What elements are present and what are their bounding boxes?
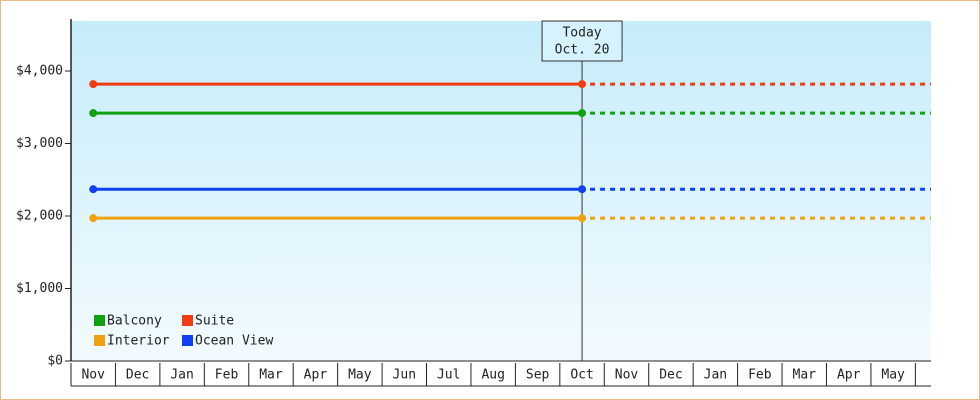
y-tick-label: $0: [47, 354, 63, 369]
series-point: [89, 214, 98, 223]
x-tick-label: May: [881, 368, 905, 383]
series-point: [89, 80, 98, 89]
legend-swatch: [94, 335, 105, 346]
series-point: [578, 214, 587, 223]
x-tick-label: Dec: [659, 368, 682, 383]
legend-swatch: [182, 335, 193, 346]
today-label: Today: [562, 26, 601, 41]
x-tick-label: Sep: [526, 368, 550, 383]
today-date: Oct. 20: [555, 43, 610, 58]
legend-swatch: [94, 315, 105, 326]
legend-label: Interior: [107, 334, 170, 349]
y-tick-label: $4,000: [16, 64, 63, 79]
x-tick-label: Mar: [793, 368, 817, 383]
x-tick-label: Dec: [126, 368, 149, 383]
x-tick-label: Aug: [481, 368, 504, 383]
y-tick-label: $1,000: [16, 281, 63, 296]
plot-area: [71, 21, 931, 361]
today-box: [541, 20, 623, 62]
x-tick-label: Oct: [570, 368, 593, 383]
series-point: [578, 80, 587, 89]
x-tick-label: Jul: [437, 368, 460, 383]
x-tick-label: Jan: [704, 368, 727, 383]
x-tick-label: Feb: [215, 368, 239, 383]
x-tick-label: Jun: [393, 368, 416, 383]
x-tick-label: Apr: [837, 368, 861, 383]
y-tick-label: $3,000: [16, 136, 63, 151]
legend-swatch: [182, 315, 193, 326]
series-point: [578, 185, 587, 194]
legend-label: Suite: [195, 314, 234, 329]
series-point: [89, 185, 98, 194]
series-point: [89, 109, 98, 118]
x-tick-label: Apr: [304, 368, 328, 383]
legend-label: Balcony: [107, 314, 162, 329]
x-tick-label: Feb: [748, 368, 772, 383]
x-tick-label: Nov: [81, 368, 105, 383]
legend-label: Ocean View: [195, 334, 273, 349]
x-tick-label: May: [348, 368, 372, 383]
y-tick-label: $2,000: [16, 209, 63, 224]
x-tick-label: Mar: [259, 368, 283, 383]
x-tick-label: Jan: [170, 368, 193, 383]
x-tick-label: Nov: [615, 368, 639, 383]
series-point: [578, 109, 587, 118]
